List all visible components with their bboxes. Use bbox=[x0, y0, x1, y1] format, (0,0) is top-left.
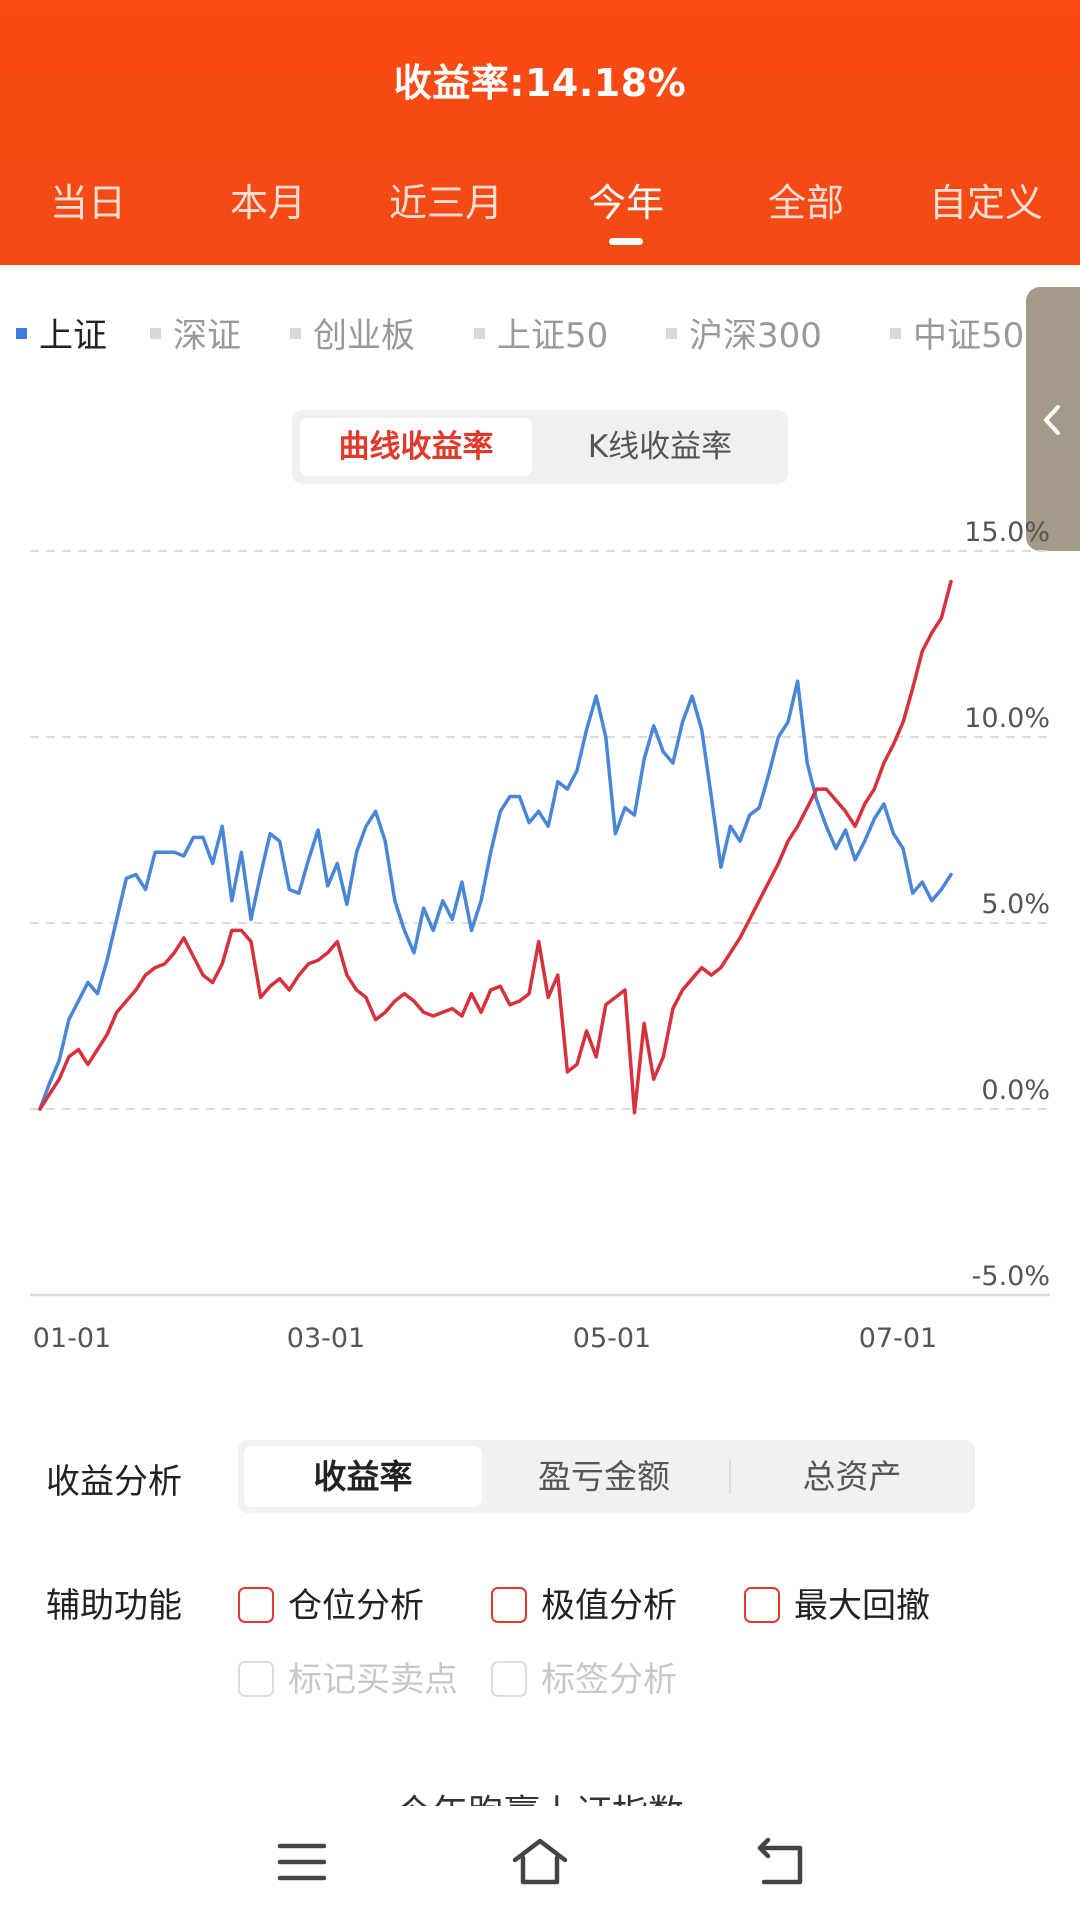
x-tick-label: 01-01 bbox=[33, 1323, 111, 1354]
index-csi300[interactable]: 沪深300 bbox=[666, 308, 822, 357]
analysis-return-rate-button[interactable]: 收益率 bbox=[244, 1446, 482, 1507]
y-axis-ticks: 15.0% 10.0% 5.0% 0.0% -5.0% bbox=[964, 517, 1050, 1292]
legend-dot bbox=[890, 328, 901, 339]
max-drawdown-checkbox[interactable]: 最大回撤 bbox=[744, 1578, 930, 1627]
checkbox-box bbox=[744, 1586, 780, 1623]
legend-dot bbox=[16, 328, 27, 339]
home-icon[interactable] bbox=[510, 1836, 570, 1888]
tab-3months[interactable]: 近三月 bbox=[388, 181, 504, 225]
header: 收益率:14.18% 当日 本月 近三月 今年 全部 自定义 bbox=[0, 0, 1080, 265]
tag-analysis-checkbox[interactable]: 标签分析 bbox=[491, 1652, 677, 1701]
segment-divider bbox=[729, 1460, 731, 1494]
side-drawer-handle[interactable] bbox=[1026, 287, 1080, 551]
truncated-summary-text: 今年跑赢上证指数 bbox=[0, 1784, 1080, 1806]
chart-lines bbox=[38, 579, 953, 1115]
analysis-total-assets-button[interactable]: 总资产 bbox=[802, 1457, 902, 1496]
system-nav-bar bbox=[0, 1806, 1080, 1928]
x-tick-label: 03-01 bbox=[287, 1323, 365, 1354]
index-selector: 上证 深证 创业板 上证50 沪深300 中证50 bbox=[0, 308, 1030, 356]
tab-all[interactable]: 全部 bbox=[767, 181, 845, 225]
active-tab-indicator bbox=[609, 238, 643, 245]
x-axis-ticks: 01-01 03-01 05-01 07-01 bbox=[33, 1323, 937, 1354]
y-tick-label: 0.0% bbox=[981, 1075, 1050, 1106]
y-tick-label: 10.0% bbox=[964, 703, 1050, 734]
curve-mode-toggle: 曲线收益率 K线收益率 bbox=[292, 410, 788, 484]
trade-points-checkbox[interactable]: 标记买卖点 bbox=[238, 1652, 458, 1701]
page-title: 收益率:14.18% bbox=[393, 61, 687, 105]
extreme-analysis-checkbox[interactable]: 极值分析 bbox=[491, 1578, 677, 1627]
tab-this-year[interactable]: 今年 bbox=[587, 181, 665, 225]
y-tick-label: 5.0% bbox=[981, 889, 1050, 920]
tab-today[interactable]: 当日 bbox=[49, 181, 127, 225]
checkbox-box bbox=[238, 1660, 274, 1697]
analysis-pnl-button[interactable]: 盈亏金额 bbox=[538, 1457, 670, 1496]
index-csi500[interactable]: 中证50 bbox=[890, 308, 1024, 357]
checkbox-box bbox=[238, 1586, 274, 1623]
shanghai-index-line bbox=[38, 679, 953, 1111]
tab-month[interactable]: 本月 bbox=[229, 181, 307, 225]
legend-dot bbox=[474, 328, 485, 339]
index-shenzhen[interactable]: 深证 bbox=[150, 308, 241, 357]
x-tick-label: 05-01 bbox=[573, 1323, 651, 1354]
menu-icon[interactable] bbox=[276, 1836, 328, 1888]
chart-grid bbox=[30, 550, 1050, 1297]
legend-dot bbox=[290, 328, 301, 339]
index-chinext[interactable]: 创业板 bbox=[290, 308, 415, 357]
y-tick-label: 15.0% bbox=[964, 517, 1050, 548]
position-analysis-checkbox[interactable]: 仓位分析 bbox=[238, 1578, 424, 1627]
index-shanghai[interactable]: 上证 bbox=[16, 308, 107, 357]
index-sse50[interactable]: 上证50 bbox=[474, 308, 608, 357]
tab-custom[interactable]: 自定义 bbox=[928, 181, 1044, 225]
legend-dot bbox=[150, 328, 161, 339]
analysis-label: 收益分析 bbox=[46, 1462, 182, 1502]
checkbox-box bbox=[491, 1586, 527, 1623]
chevron-left-icon bbox=[1044, 405, 1060, 435]
aux-label: 辅助功能 bbox=[46, 1586, 182, 1626]
legend-dot bbox=[666, 328, 677, 339]
back-icon[interactable] bbox=[754, 1836, 810, 1888]
x-tick-label: 07-01 bbox=[859, 1323, 937, 1354]
kline-return-button[interactable]: K线收益率 bbox=[587, 429, 733, 465]
curve-return-button[interactable]: 曲线收益率 bbox=[300, 418, 532, 476]
checkbox-box bbox=[491, 1660, 527, 1697]
portfolio-return-line bbox=[38, 579, 953, 1115]
period-tabs: 当日 本月 近三月 今年 全部 自定义 bbox=[0, 172, 1080, 242]
y-tick-label: -5.0% bbox=[972, 1261, 1050, 1292]
analysis-toggle: 收益率 盈亏金额 总资产 bbox=[238, 1440, 975, 1513]
return-chart: 15.0%10.0%5.0%0.0%-5.0% 01-01 03-01 05-01 0… bbox=[30, 517, 1050, 1354]
